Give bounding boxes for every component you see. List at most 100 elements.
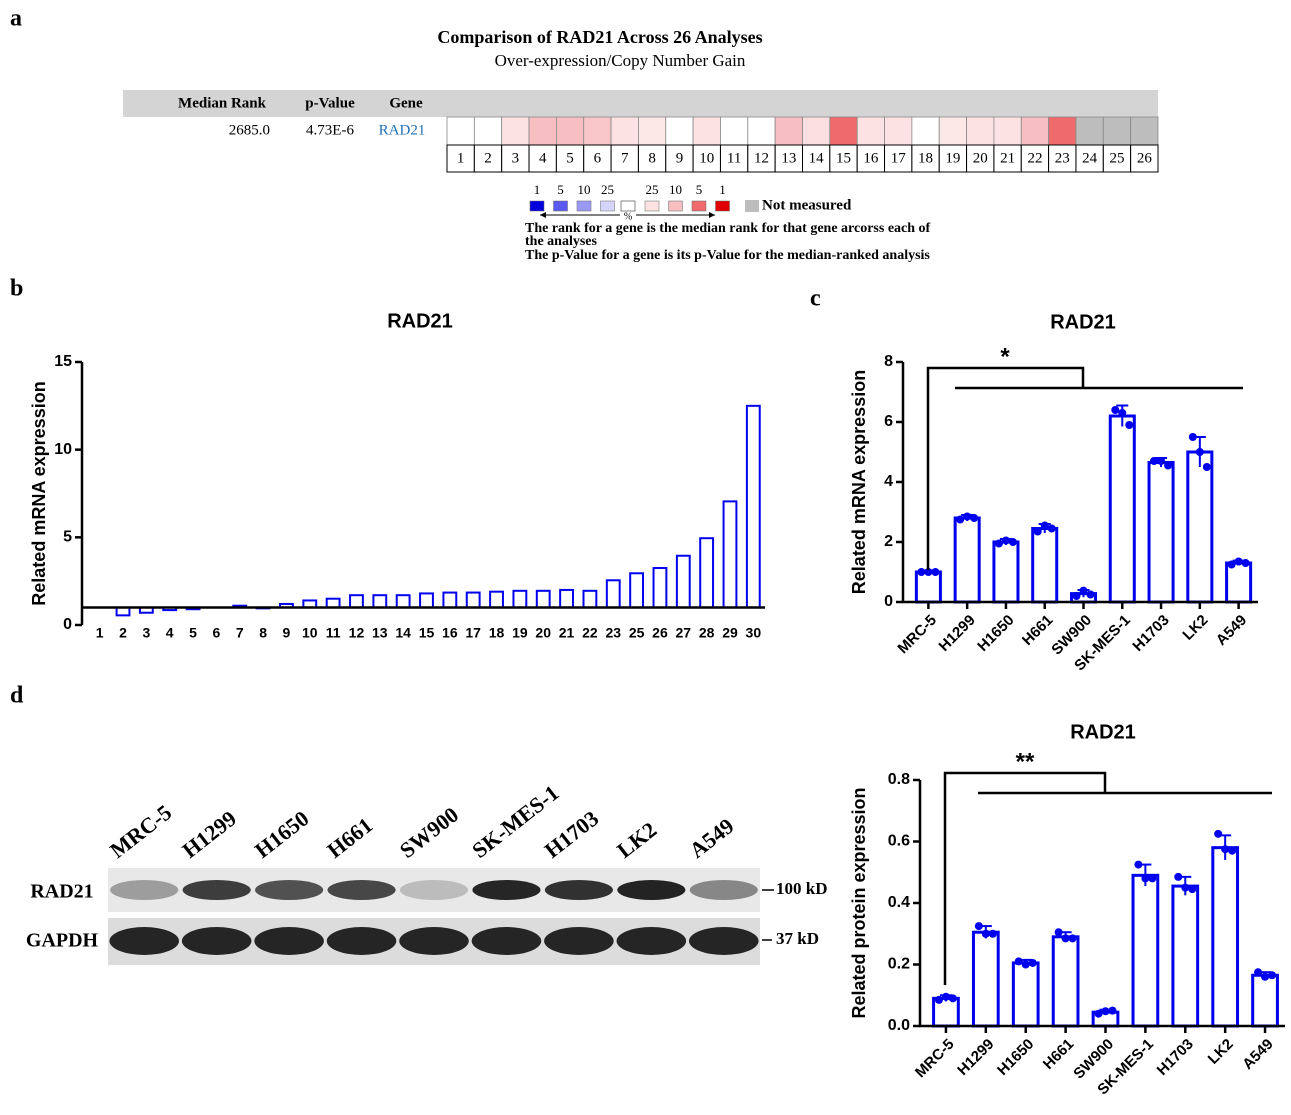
data-point [1041,522,1049,530]
data-point [1214,830,1222,838]
x-tick-label: H1299 [936,612,979,655]
arrow-head [709,212,715,218]
data-point [956,516,964,524]
data-point [1174,873,1182,881]
gapdh-band [399,927,469,955]
data-point [970,514,978,522]
legend-swatch [554,201,568,211]
bar [916,572,940,602]
bar [630,573,643,607]
x-tick-label: 15 [419,625,435,641]
data-point [1254,968,1262,976]
legend-label: Not measured [762,197,852,213]
analysis-number: 8 [648,150,656,166]
data-point [1228,847,1236,855]
bar [700,538,713,607]
data-point [935,996,943,1004]
bar [397,595,410,607]
x-tick-label: 6 [212,625,220,641]
x-tick-label: A549 [1239,1036,1276,1073]
y-tick-label: 5 [63,529,72,546]
legend-swatch [621,201,635,211]
rad21-band [110,880,178,900]
bar [1227,563,1251,602]
bar [1110,416,1134,602]
data-point [1069,934,1077,942]
bar [973,932,998,1026]
legend-label: 5 [557,182,564,197]
legend-label: 5 [696,182,703,197]
header: Gene [389,95,423,111]
gapdh-band [254,927,324,955]
header-bar [123,90,1158,117]
legend-swatch [669,201,683,211]
analysis-number: 18 [918,150,933,166]
gapdh-band [617,927,687,955]
x-tick-label: 30 [746,625,762,641]
bar [1188,452,1212,602]
x-tick-label: 2 [119,625,127,641]
analysis-number: 17 [891,150,907,166]
rad21-band [400,880,468,900]
bar [677,556,690,608]
rank-cell [994,117,1021,145]
x-tick-label: 28 [699,625,715,641]
y-tick-label: 10 [54,441,72,458]
bar [1053,937,1078,1026]
rank-cell [529,117,556,145]
rank-cell [775,117,802,145]
arrow-head [540,212,546,218]
size-label: 37 kD [776,929,819,948]
bar [560,590,573,608]
bar [513,591,526,608]
x-tick-label: 26 [652,625,668,641]
legend-swatch [645,201,659,211]
data-point [1221,845,1229,853]
rank-cell [638,117,665,145]
legend-swatch [530,201,544,211]
gapdh-band [327,927,397,955]
data-point [1141,874,1149,882]
rank-cell [939,117,966,145]
legend-swatch [601,201,615,211]
data-point [975,922,983,930]
lane-label: H661 [322,812,377,863]
lane-label: H1703 [540,806,604,863]
analysis-number: 25 [1109,150,1124,166]
rank-cell [1021,117,1048,145]
legend-label: 10 [578,182,591,197]
gene-link[interactable]: RAD21 [379,122,426,138]
analysis-number: 24 [1082,150,1098,166]
rank-cell [967,117,994,145]
rad21-band [328,880,396,900]
x-tick-label: 22 [582,625,598,641]
rank-cell [720,117,747,145]
x-tick-label: 20 [535,625,551,641]
analysis-number: 11 [727,150,741,166]
bar [537,591,550,608]
lane-label: LK2 [612,817,661,863]
note: the analyses [525,234,598,249]
analysis-number: 7 [621,150,629,166]
bar [1013,963,1038,1026]
legend-label: 1 [534,182,541,197]
analysis-number: 9 [676,150,684,166]
lane-label: SW900 [395,802,463,863]
rank-cell [1103,117,1130,145]
x-tick-label: H661 [1040,1036,1077,1073]
data-point [1242,559,1250,567]
rank-cell [474,117,501,145]
analysis-number: 16 [863,150,879,166]
y-tick-label: 0.2 [888,956,910,973]
data-point [1150,457,1158,465]
y-tick-label: 2 [884,533,893,550]
data-point [1235,558,1243,566]
analysis-number: 22 [1027,150,1042,166]
data-point [1095,1010,1103,1018]
bar [955,518,979,602]
data-point [1102,1007,1110,1015]
analysis-number: 10 [699,150,714,166]
legend-swatch [577,201,591,211]
analysis-number: 6 [594,150,602,166]
data-point [1080,587,1088,595]
